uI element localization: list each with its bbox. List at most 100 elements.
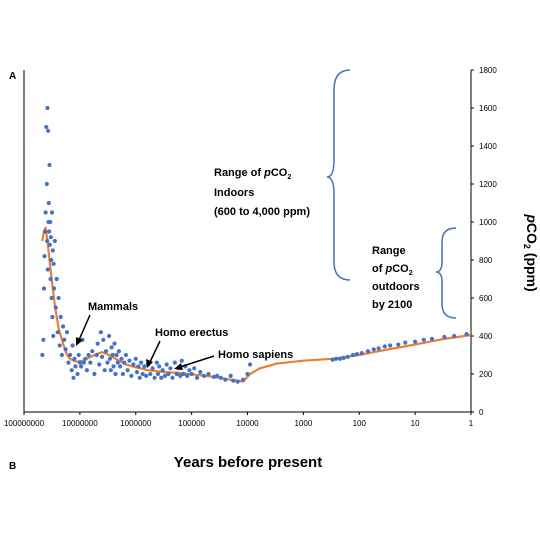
y-tick-label: 600 (479, 294, 493, 303)
x-tick-label: 10 (411, 419, 420, 428)
x-axis-ticks: 100000000 10000000 1000000 100000 10000 1000 1… (4, 412, 474, 428)
annotation-mammals-label: Mammals (88, 301, 138, 313)
data-point (413, 339, 418, 344)
data-point (114, 352, 119, 358)
data-point (69, 368, 74, 373)
data-point (62, 337, 67, 342)
data-point (240, 377, 246, 382)
data-point (45, 105, 50, 111)
y-tick-label: 0 (479, 408, 484, 417)
data-point (95, 341, 100, 346)
data-point (58, 314, 63, 320)
data-point (105, 360, 110, 365)
data-point (211, 374, 216, 379)
y-tick-label: 1400 (479, 142, 497, 151)
data-point (187, 368, 192, 373)
data-point (350, 352, 355, 358)
x-tick-label: 100000000 (4, 419, 45, 428)
data-point (464, 332, 469, 337)
outdoors-line-3: outdoors (372, 281, 420, 293)
indoors-line-2: Indoors (214, 187, 254, 199)
data-point (44, 181, 49, 187)
data-point (166, 371, 171, 377)
y-tick-label: 1000 (479, 218, 497, 227)
data-point (53, 305, 58, 310)
data-point (102, 368, 107, 373)
data-point (47, 242, 52, 247)
data-point (442, 334, 447, 340)
data-point (98, 330, 104, 335)
data-point (92, 371, 97, 377)
data-point (155, 371, 161, 377)
data-point (333, 356, 339, 361)
data-point (338, 356, 343, 361)
data-point (148, 371, 153, 377)
annotation-homo-sapiens-label: Homo sapiens (218, 349, 293, 361)
data-point (110, 352, 115, 358)
y-tick-label: 1800 (479, 66, 497, 75)
data-point (376, 346, 381, 351)
panel-label-a: A (9, 71, 16, 82)
data-point (452, 333, 457, 339)
data-point (127, 358, 132, 363)
data-point (51, 261, 56, 266)
bracket-outdoors (435, 227, 457, 319)
data-point (101, 337, 106, 342)
y-tick-label: 1200 (479, 180, 497, 189)
data-point (174, 371, 179, 377)
data-point (55, 330, 60, 335)
data-point (421, 337, 426, 342)
y-tick-label: 400 (479, 332, 493, 341)
data-point (47, 162, 52, 168)
data-point (160, 368, 165, 373)
data-point (172, 360, 177, 365)
data-point (41, 286, 47, 291)
data-point (109, 345, 114, 350)
x-tick-label: 1000 (294, 419, 312, 428)
data-point (150, 366, 155, 371)
data-point (223, 377, 228, 382)
x-tick-label: 1 (469, 419, 474, 428)
data-point (97, 362, 102, 367)
data-point (42, 229, 48, 234)
data-point (51, 333, 56, 339)
data-point (41, 337, 46, 342)
data-point (48, 276, 53, 282)
data-point (75, 371, 80, 377)
x-tick-label: 100 (353, 419, 367, 428)
data-point (429, 336, 435, 341)
data-point (159, 375, 164, 380)
x-axis-label: Years before present (174, 454, 322, 471)
data-point (382, 344, 387, 349)
data-point (152, 375, 157, 380)
data-point (120, 371, 125, 377)
annotation-homo-sapiens: Homo sapiens (174, 349, 293, 370)
data-point (59, 352, 64, 358)
data-point (140, 371, 145, 377)
data-point (46, 200, 51, 206)
data-point (52, 238, 57, 244)
data-point (228, 373, 233, 378)
data-point (206, 371, 211, 377)
data-point (129, 373, 134, 378)
data-point (231, 378, 236, 383)
data-point (189, 371, 194, 377)
x-tick-label: 10000 (236, 419, 259, 428)
data-point (118, 364, 123, 369)
data-point (57, 343, 62, 348)
data-point (201, 373, 207, 378)
data-point (247, 362, 253, 367)
data-point (134, 370, 140, 375)
data-point (72, 356, 77, 361)
data-point (46, 128, 51, 133)
data-point (116, 349, 122, 354)
annotation-homo-erectus: Homo erectus (146, 327, 228, 368)
x-tick-label: 100000 (178, 419, 205, 428)
data-point (108, 368, 113, 373)
data-point (178, 373, 183, 378)
data-point (90, 349, 95, 354)
data-point (235, 379, 240, 384)
y-axis-ticks: 0 200 400 600 800 1000 1200 1400 1600 1800 (471, 66, 497, 417)
data-point (71, 375, 76, 380)
